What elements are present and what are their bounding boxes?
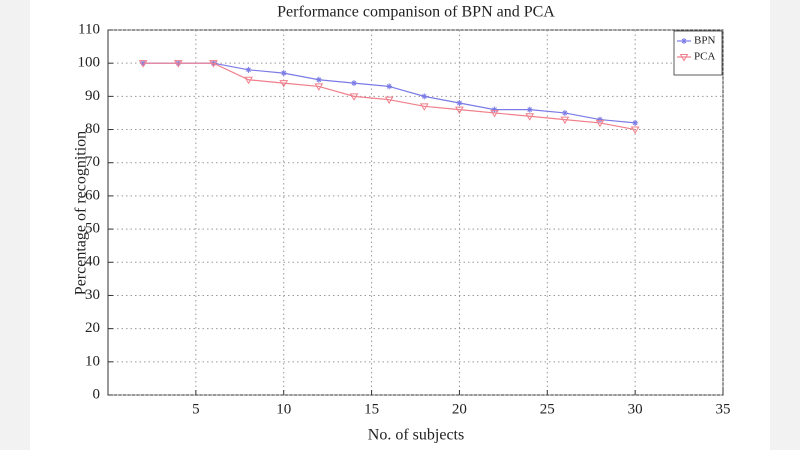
y-tick-label: 110 [78,21,100,37]
y-tick-label: 0 [93,386,101,402]
side-shade [770,0,800,450]
legend-box [673,30,723,76]
point-marker [351,80,357,87]
y-tick-label: 80 [85,121,100,137]
point-marker [209,60,218,68]
y-tick-label: 50 [85,221,100,237]
side-shade [0,0,30,450]
point-marker [630,126,640,135]
point-marker [456,100,463,106]
point-marker [245,66,252,73]
x-tick-label: 25 [540,401,555,417]
y-tick-label: 90 [85,88,100,104]
point-marker [138,60,148,68]
point-marker [244,76,253,85]
point-marker [315,76,322,83]
y-tick-label: 100 [78,55,101,71]
point-marker [455,106,464,115]
plot-frame [107,29,724,396]
legend-marker [681,38,687,44]
point-marker [597,116,603,123]
point-marker [525,113,535,121]
x-tick-label: 35 [716,401,731,417]
legend-label: BPN [694,35,715,47]
point-marker [561,109,568,116]
chart-title: Performance companison of BPN and PCA [277,4,555,21]
x-tick-label: 5 [192,401,200,417]
point-marker [632,119,639,126]
point-marker [349,93,359,101]
point-marker [490,109,499,118]
legend-marker [679,54,689,62]
point-marker [314,83,324,91]
x-tick-label: 30 [628,401,643,417]
y-tick-label: 20 [85,320,100,336]
y-tick-label: 30 [85,287,100,303]
y-axis-label: Percentage of recognition [73,131,90,295]
x-tick-label: 15 [364,401,379,417]
y-tick-label: 10 [85,353,100,369]
x-tick-label: 10 [276,401,291,417]
y-tick-label: 70 [85,154,100,170]
point-marker [280,70,287,77]
x-axis-label: No. of subjects [368,427,464,444]
point-marker [419,103,429,111]
point-marker [526,106,533,113]
series-line [143,62,636,131]
x-tick-label: 20 [452,401,467,417]
point-marker [595,119,605,128]
legend-label: PCA [694,51,715,63]
point-marker [560,116,570,125]
point-marker [384,96,394,105]
point-marker [386,83,393,90]
point-marker [173,60,183,68]
y-tick-label: 40 [85,254,100,270]
point-marker [421,93,428,100]
point-marker [491,106,498,113]
point-marker [279,80,289,88]
y-tick-label: 60 [85,187,100,203]
